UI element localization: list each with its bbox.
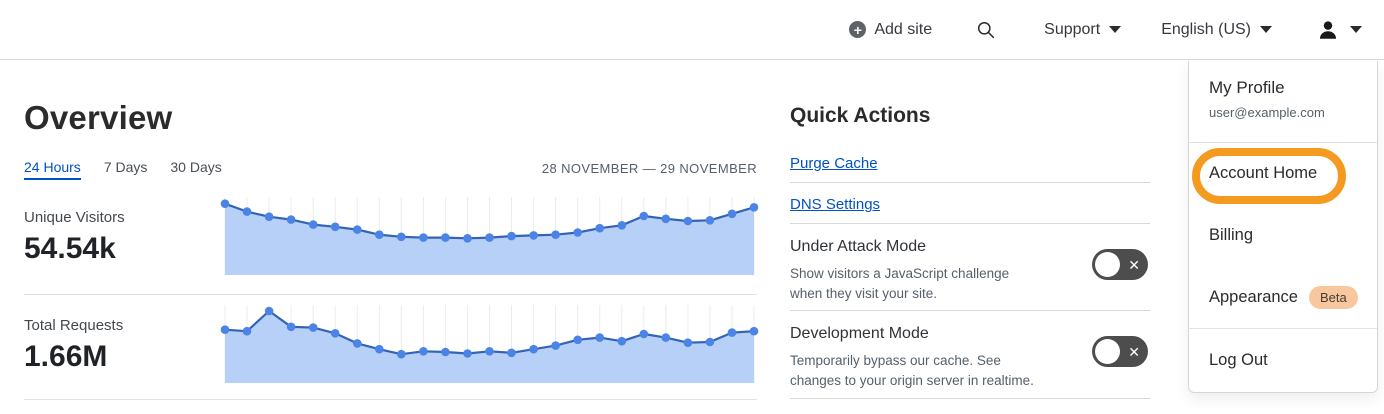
total-requests-chart[interactable] [220,305,759,385]
top-navigation-bar: + Add site Support English (US) [0,0,1384,60]
under-attack-mode-description: Show visitors a JavaScript challenge whe… [790,266,1010,301]
menu-item-billing[interactable]: Billing [1209,225,1254,244]
profile-section[interactable]: My Profile user@example.com [1189,61,1377,142]
tab-30-days[interactable]: 30 Days [170,159,222,175]
toggle-off-x-icon: ✕ [1128,256,1140,273]
tab-24-hours[interactable]: 24 Hours [24,159,81,180]
profile-email: user@example.com [1209,105,1325,120]
search-button[interactable] [976,20,996,40]
support-dropdown[interactable]: Support [1044,20,1122,39]
chevron-down-icon [1109,26,1122,33]
divider [790,398,1150,399]
divider [790,223,1150,224]
time-range-tabs: 24 Hours 7 Days 30 Days [24,159,222,180]
unique-visitors-value: 54.54k [24,232,116,265]
total-requests-value: 1.66M [24,340,108,373]
toggle-knob [1095,252,1120,277]
development-mode-title: Development Mode [790,325,929,342]
add-site-button[interactable]: + Add site [849,21,932,39]
under-attack-mode-title: Under Attack Mode [790,238,927,255]
tab-7-days[interactable]: 7 Days [103,159,148,175]
development-mode-description: Temporarily bypass our cache. See change… [790,353,1034,388]
development-mode-toggle[interactable]: ✕ [1092,336,1148,367]
divider [24,294,757,295]
menu-item-appearance[interactable]: Appearance Beta [1189,266,1377,328]
menu-item-log-out[interactable]: Log Out [1189,328,1377,392]
chevron-down-icon [1260,26,1272,33]
toggle-knob [1095,339,1120,364]
support-label: Support [1044,20,1101,38]
divider [790,182,1150,183]
page-title: Overview [24,99,173,136]
beta-badge: Beta [1309,285,1358,309]
my-profile-item[interactable]: My Profile [1209,78,1285,97]
plus-icon: + [849,21,867,38]
menu-item-account-home[interactable]: Account Home [1189,142,1377,204]
language-label: English (US) [1161,20,1251,38]
divider [24,399,757,400]
under-attack-mode-toggle[interactable]: ✕ [1092,249,1148,280]
appearance-label: Appearance [1209,287,1298,306]
dns-settings-link[interactable]: DNS Settings [790,196,881,213]
user-icon [1319,20,1337,39]
chevron-down-icon [1350,26,1362,33]
account-menu-button[interactable] [1317,19,1362,41]
quick-actions-title: Quick Actions [790,104,931,127]
unique-visitors-label: Unique Visitors [24,209,125,226]
add-site-label: Add site [874,20,933,38]
date-range-label: 28 NOVEMBER — 29 NOVEMBER [541,161,757,176]
language-dropdown[interactable]: English (US) [1161,21,1272,39]
total-requests-label: Total Requests [24,317,124,334]
account-dropdown-menu: My Profile user@example.com Account Home… [1188,61,1378,393]
unique-visitors-chart[interactable] [220,197,759,277]
toggle-off-x-icon: ✕ [1128,343,1140,360]
divider [790,310,1150,311]
search-icon [978,21,995,38]
purge-cache-link[interactable]: Purge Cache [790,155,878,172]
